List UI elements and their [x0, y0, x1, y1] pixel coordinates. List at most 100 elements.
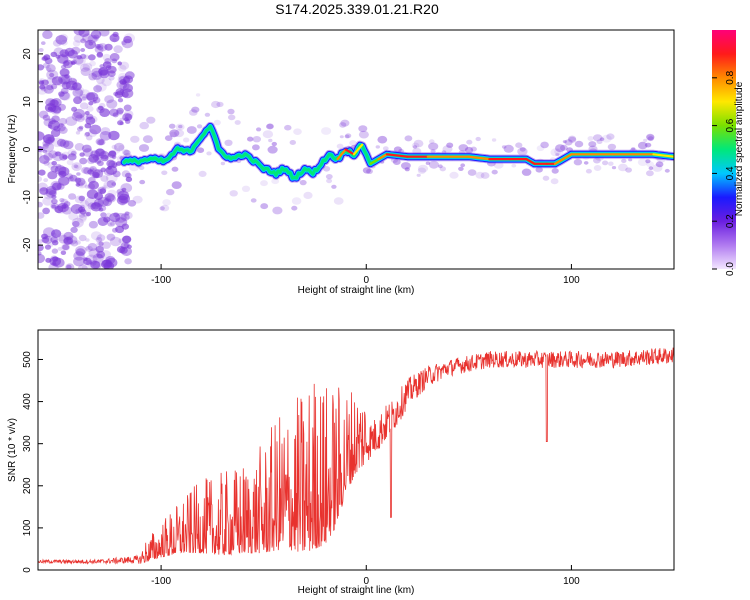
noise-speckle — [168, 123, 176, 129]
noise-speckle — [51, 194, 57, 200]
noise-speckle — [442, 145, 453, 153]
noise-speckle — [655, 161, 664, 168]
noise-speckle — [109, 236, 122, 247]
noise-speckle — [596, 139, 603, 144]
noise-speckle — [75, 114, 85, 123]
noise-speckle — [38, 110, 49, 119]
noise-speckle — [109, 53, 120, 62]
noise-speckle — [183, 137, 190, 143]
noise-speckle — [45, 186, 57, 195]
noise-speckle — [42, 140, 50, 147]
noise-speckle — [446, 142, 454, 148]
figure-title: S174.2025.339.01.21.R20 — [275, 1, 439, 17]
noise-speckle — [73, 256, 85, 267]
noise-speckle — [97, 43, 108, 52]
noise-speckle — [93, 34, 100, 40]
noise-speckle — [66, 159, 74, 166]
noise-speckle — [119, 246, 128, 254]
noise-speckle — [38, 212, 45, 219]
noise-speckle — [93, 173, 100, 179]
noise-speckle — [130, 135, 140, 143]
noise-speckle — [618, 163, 628, 172]
noise-speckle — [260, 180, 268, 187]
noise-speckle — [107, 222, 113, 227]
noise-speckle — [119, 117, 125, 122]
noise-speckle — [159, 206, 165, 211]
noise-speckle — [91, 70, 103, 80]
colorbar-tick-label: 0.2 — [725, 214, 736, 228]
noise-speckle — [121, 246, 132, 256]
noise-speckle — [61, 204, 67, 209]
noise-speckle — [98, 139, 106, 146]
noise-speckle — [90, 231, 102, 241]
noise-speckle — [58, 123, 64, 128]
noise-speckle — [57, 246, 63, 251]
noise-speckle — [63, 231, 74, 241]
noise-speckle — [92, 96, 101, 104]
noise-speckle — [90, 167, 95, 172]
noise-speckle — [121, 235, 132, 244]
noise-speckle — [48, 120, 60, 130]
colorbar-tick-label: 0.0 — [725, 262, 736, 276]
noise-speckle — [78, 125, 84, 130]
noise-speckle — [416, 173, 421, 177]
noise-speckle — [87, 169, 94, 175]
noise-speckle — [38, 251, 42, 256]
noise-speckle — [88, 180, 99, 190]
noise-speckle — [377, 135, 388, 144]
noise-speckle — [50, 83, 58, 90]
noise-speckle — [42, 79, 49, 86]
noise-speckle — [62, 244, 70, 251]
noise-speckle — [51, 198, 58, 205]
noise-speckle — [268, 138, 273, 143]
noise-speckle — [38, 80, 45, 86]
noise-speckle — [428, 142, 439, 151]
noise-speckle — [272, 206, 283, 215]
noise-speckle — [89, 124, 102, 135]
noise-speckle — [564, 139, 573, 146]
noise-speckle — [404, 167, 410, 172]
noise-speckle — [198, 170, 207, 177]
noise-speckle — [252, 144, 260, 151]
noise-speckle — [171, 166, 179, 172]
noise-speckle — [333, 197, 344, 205]
noise-speckle — [90, 202, 102, 212]
colorbar-gradient — [712, 30, 736, 269]
noise-speckle — [94, 45, 104, 54]
noise-speckle — [38, 64, 45, 71]
noise-speckle — [344, 134, 350, 139]
noise-speckle — [85, 134, 93, 141]
noise-speckle — [362, 167, 371, 174]
noise-speckle — [79, 89, 91, 99]
noise-speckle — [42, 196, 54, 206]
noise-speckle — [68, 212, 78, 221]
ridge-hot-segment — [652, 153, 674, 158]
noise-speckle — [593, 157, 601, 164]
noise-speckle — [47, 124, 53, 129]
noise-speckle — [39, 84, 46, 90]
noise-speckle — [85, 246, 91, 251]
noise-speckle — [71, 61, 76, 65]
noise-speckle — [123, 211, 133, 220]
y-tick-label: 0 — [22, 146, 33, 152]
noise-speckle — [73, 96, 83, 105]
noise-speckle — [550, 178, 559, 185]
noise-speckle — [84, 131, 91, 137]
noise-speckle — [111, 58, 118, 64]
noise-speckle — [67, 153, 77, 161]
noise-speckle — [38, 244, 44, 252]
noise-speckle — [43, 134, 55, 145]
noise-speckle — [50, 51, 58, 58]
noise-speckle — [80, 48, 86, 52]
noise-speckle — [606, 133, 615, 140]
noise-speckle — [74, 165, 80, 169]
noise-speckle — [59, 139, 70, 148]
noise-speckle — [71, 111, 83, 121]
noise-speckle — [260, 203, 269, 210]
noise-speckle — [625, 167, 632, 173]
noise-speckle — [76, 172, 81, 176]
noise-speckle — [46, 69, 59, 80]
noise-speckle — [375, 145, 380, 149]
noise-speckle — [40, 86, 47, 92]
